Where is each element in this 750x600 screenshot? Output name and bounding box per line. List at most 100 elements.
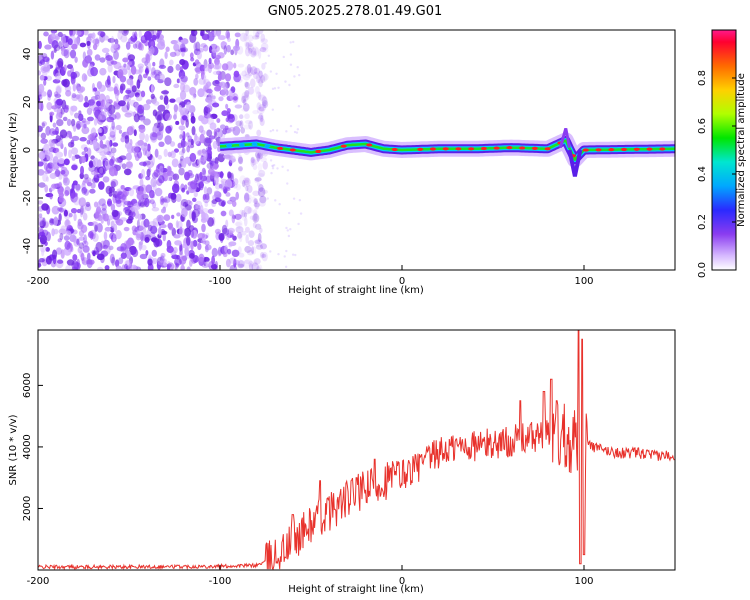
noise-blob <box>234 213 242 220</box>
noise-blob <box>126 64 131 71</box>
y-tick-label-bottom: 2000 <box>22 496 33 521</box>
noise-blob <box>51 105 58 110</box>
noise-blob <box>127 237 135 246</box>
noise-blob <box>74 154 81 159</box>
noise-blob <box>194 59 200 65</box>
noise-blob <box>232 126 241 136</box>
x-tick-label-top: 100 <box>574 276 593 287</box>
noise-blob <box>179 43 186 53</box>
noise-blob <box>137 63 145 69</box>
noise-blob <box>92 250 96 257</box>
noise-blob <box>257 187 266 198</box>
noise-blob <box>152 201 157 209</box>
noise-blob <box>176 212 181 217</box>
noise-blob <box>244 73 252 78</box>
noise-speck <box>278 202 281 206</box>
noise-blob <box>111 120 115 130</box>
noise-blob <box>154 74 161 81</box>
noise-blob <box>69 246 74 253</box>
noise-blob <box>39 220 46 228</box>
noise-blob <box>73 212 77 222</box>
noise-blob <box>235 219 243 229</box>
noise-blob <box>231 249 240 258</box>
noise-blob <box>203 112 212 119</box>
noise-blob <box>93 106 100 116</box>
noise-blob <box>163 95 169 106</box>
noise-blob <box>178 105 183 113</box>
noise-blob <box>228 155 236 164</box>
noise-blob <box>249 215 258 221</box>
noise-blob <box>143 118 151 126</box>
noise-blob <box>150 41 155 47</box>
noise-blob <box>138 42 143 51</box>
noise-blob <box>166 264 171 270</box>
noise-blob <box>261 100 269 109</box>
noise-blob <box>159 165 164 174</box>
noise-blob <box>139 161 147 166</box>
noise-blob <box>64 190 70 197</box>
ridge-peak <box>226 144 233 148</box>
noise-blob <box>138 241 143 251</box>
noise-blob <box>125 152 132 161</box>
noise-blob <box>241 209 246 218</box>
noise-blob <box>164 77 172 87</box>
noise-speck <box>271 167 275 170</box>
noise-blob <box>201 34 209 40</box>
ridge-peak <box>315 149 322 154</box>
noise-blob <box>133 129 137 137</box>
noise-blob <box>75 94 81 100</box>
noise-blob <box>103 146 110 155</box>
noise-blob <box>205 148 213 159</box>
noise-blob <box>107 38 116 43</box>
noise-blob <box>107 140 112 147</box>
noise-blob <box>243 124 252 130</box>
noise-blob <box>140 90 146 98</box>
noise-blob <box>249 261 258 267</box>
noise-blob <box>108 166 117 177</box>
plot-frame-bottom <box>37 329 676 571</box>
noise-blob <box>192 161 196 166</box>
noise-blob <box>217 152 225 163</box>
noise-blob <box>238 156 244 165</box>
noise-blob <box>252 246 257 255</box>
noise-blob <box>112 142 119 147</box>
noise-blob <box>91 221 99 227</box>
noise-blob <box>41 122 45 129</box>
noise-blob <box>58 213 62 222</box>
noise-blob <box>238 166 243 172</box>
noise-blob <box>244 245 252 253</box>
noise-blob <box>110 180 116 188</box>
noise-blob <box>50 32 56 40</box>
noise-blob <box>132 43 138 49</box>
noise-blob <box>153 69 161 76</box>
noise-blob <box>55 151 64 158</box>
noise-blob <box>41 229 49 237</box>
noise-blob <box>49 111 55 116</box>
noise-blob <box>189 152 197 163</box>
noise-blob <box>236 232 242 240</box>
noise-blob <box>131 264 137 270</box>
noise-blob <box>49 128 56 136</box>
noise-blob <box>59 134 64 140</box>
noise-blob <box>82 178 90 184</box>
noise-blob <box>86 116 94 122</box>
noise-blob <box>152 61 156 67</box>
noise-blob <box>193 205 199 210</box>
noise-blob <box>239 120 244 129</box>
noise-blob <box>44 150 51 155</box>
y-tick-label-top: -40 <box>22 238 33 254</box>
noise-blob <box>51 205 60 215</box>
noise-blob <box>159 195 165 206</box>
noise-blob <box>220 178 228 184</box>
noise-blob <box>248 87 255 95</box>
noise-blob <box>194 163 201 168</box>
noise-blob <box>115 124 122 131</box>
noise-speck <box>287 211 291 215</box>
noise-blob <box>81 182 86 191</box>
noise-blob <box>120 243 127 251</box>
noise-blob <box>211 102 220 108</box>
noise-blob <box>192 239 198 247</box>
ridge-peak <box>238 143 245 147</box>
noise-blob <box>43 79 47 86</box>
noise-blob <box>66 105 70 110</box>
